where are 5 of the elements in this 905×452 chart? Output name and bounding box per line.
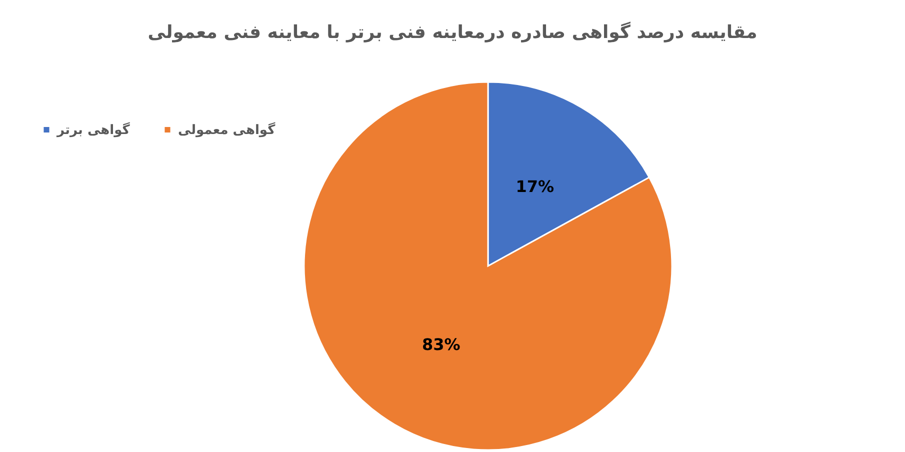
- data-label: 17%: [516, 176, 554, 196]
- legend-label: گواهی معمولی: [178, 122, 276, 138]
- data-label: 83%: [422, 335, 460, 354]
- legend-label: گواهی برتر: [56, 122, 130, 138]
- chart-title: مقایسه درصد گواهی صادره درمعاینه فنی برتر با معاینه فنی معمولی: [148, 21, 758, 43]
